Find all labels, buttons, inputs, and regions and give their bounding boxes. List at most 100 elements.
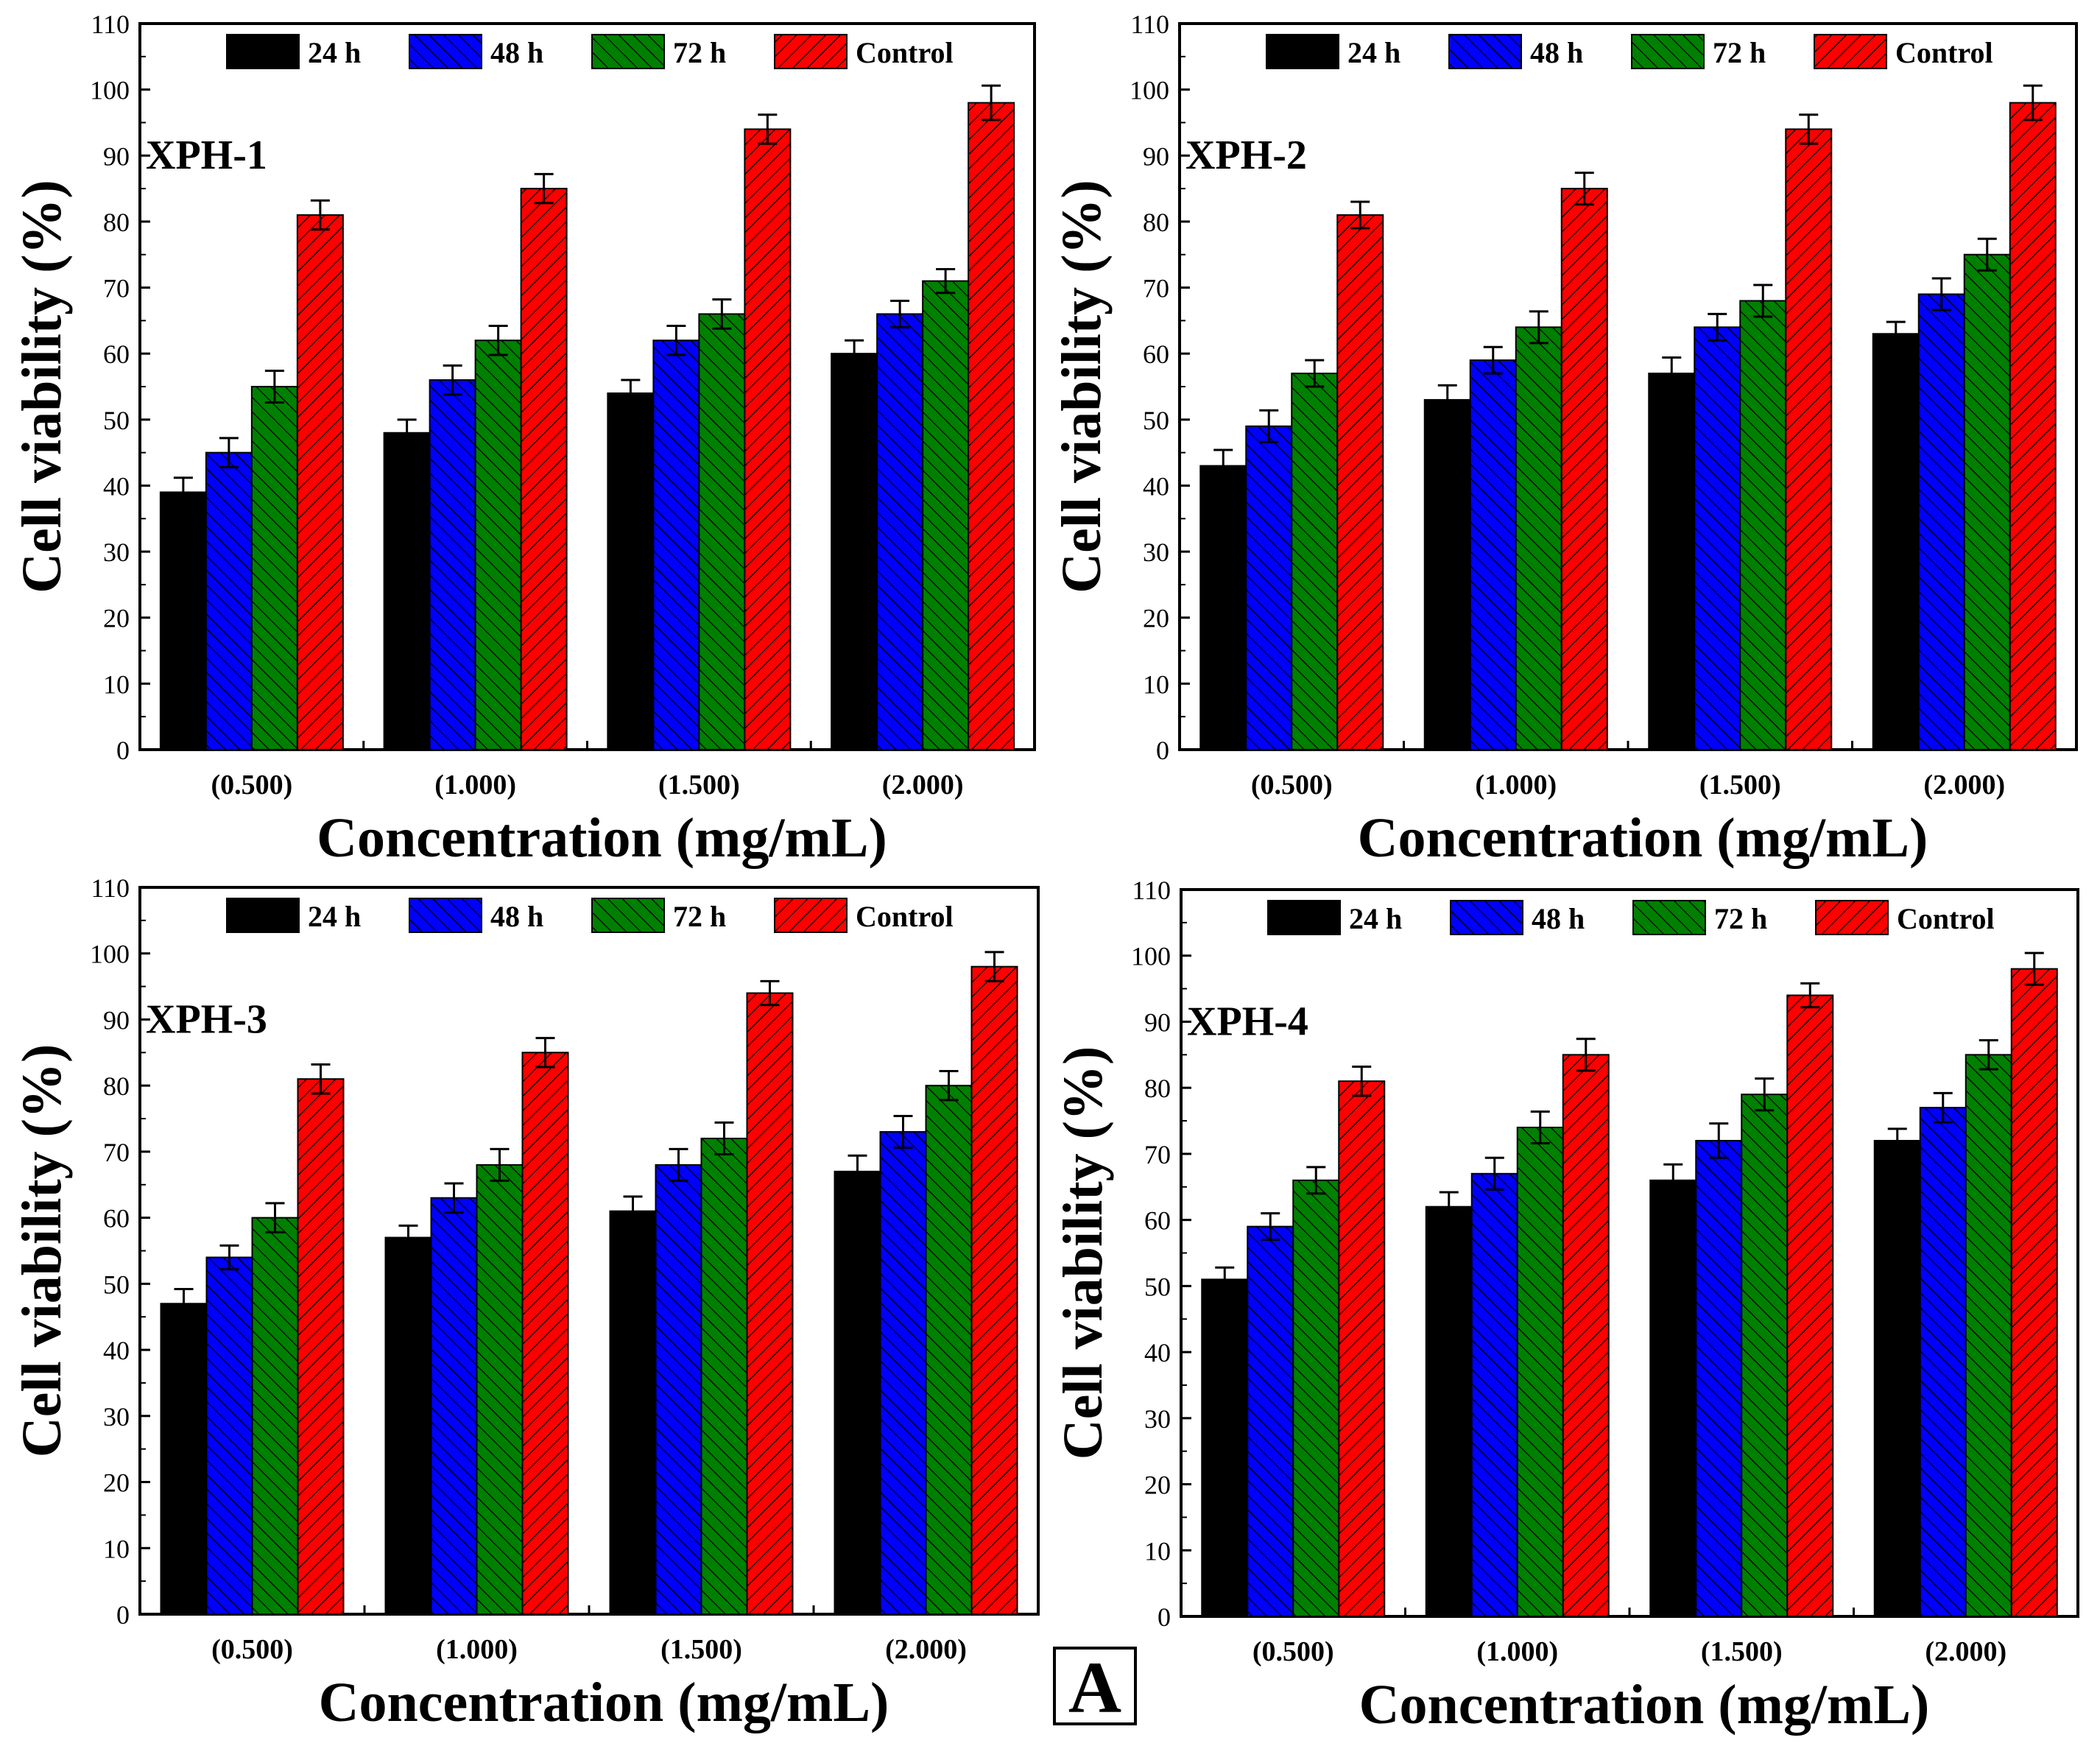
bar-control-2 xyxy=(744,128,792,751)
legend: 24 h 48 h 72 h Control xyxy=(226,34,954,69)
y-tick-label: 80 xyxy=(103,208,130,237)
y-tick-label: 50 xyxy=(103,1270,130,1299)
bar-24h-1 xyxy=(383,432,431,751)
chart-panel-3: 0 10 20 30 40 50 60 70 80 90 100 110 Cell viability … xyxy=(11,873,1040,1733)
bar-48h-0 xyxy=(205,451,253,750)
figure-label-text: A xyxy=(1068,1647,1121,1728)
legend-label: 72 h xyxy=(673,900,726,933)
bar-48h-1 xyxy=(1469,359,1517,750)
bar-72h-2 xyxy=(700,1137,748,1615)
x-tick-label: (1.500) xyxy=(658,770,740,800)
x-tick-label: (1.500) xyxy=(660,1634,742,1665)
bar-24h-2 xyxy=(1648,373,1696,750)
x-tick-label: (1.000) xyxy=(1476,1636,1558,1667)
bar-48h-3 xyxy=(1919,1107,1967,1617)
y-tick-label: 30 xyxy=(103,538,130,567)
bar-control-1 xyxy=(521,1052,569,1616)
y-tick-label: 20 xyxy=(103,1468,130,1498)
bar-control-2 xyxy=(1786,994,1834,1617)
y-axis-label: Cell viability (%) xyxy=(11,180,73,594)
x-tick-label: (2.000) xyxy=(1925,1636,2006,1667)
legend-swatch-control xyxy=(774,898,848,933)
bar-24h-0 xyxy=(1201,1278,1249,1617)
legend-label: 48 h xyxy=(490,36,543,69)
legend-swatch-48h xyxy=(409,34,482,69)
x-tick-label: (0.500) xyxy=(1251,770,1333,800)
x-tick-label: (2.000) xyxy=(885,1634,967,1665)
bar-24h-3 xyxy=(1872,333,1920,751)
bar-48h-2 xyxy=(655,1164,702,1615)
y-tick-label: 110 xyxy=(91,873,130,903)
bar-48h-0 xyxy=(1245,425,1293,750)
y-tick-label: 40 xyxy=(103,1336,130,1365)
y-tick-label: 60 xyxy=(1143,339,1169,369)
legend-swatch-control xyxy=(774,34,848,69)
bar-24h-1 xyxy=(1423,398,1471,750)
x-tick-label: (1.000) xyxy=(436,1634,518,1665)
y-tick-label: 30 xyxy=(1143,538,1169,567)
panel-label: XPH-3 xyxy=(146,996,267,1042)
x-tick-label: (1.500) xyxy=(1699,770,1781,800)
y-tick-label: 30 xyxy=(1144,1404,1171,1434)
bar-72h-2 xyxy=(1739,300,1787,750)
y-axis-label: Cell viability (%) xyxy=(11,1044,73,1458)
y-tick-label: 70 xyxy=(103,274,130,303)
legend-label: Control xyxy=(856,900,954,933)
legend-swatch-72h xyxy=(1632,900,1706,935)
y-tick-label: 10 xyxy=(103,1534,130,1563)
y-tick-label: 100 xyxy=(1131,942,1171,971)
legend-label: Control xyxy=(1897,902,1995,935)
bar-48h-2 xyxy=(1694,326,1741,750)
x-axis-label: Concentration (mg/mL) xyxy=(1359,1674,1930,1736)
x-tick-label: (1.000) xyxy=(434,770,516,800)
y-tick-label: 30 xyxy=(103,1402,130,1432)
legend-swatch-24h xyxy=(226,898,300,933)
legend-swatch-24h xyxy=(226,34,300,69)
legend-label: 24 h xyxy=(1347,36,1400,69)
bar-control-3 xyxy=(968,102,1015,750)
bar-48h-1 xyxy=(429,379,476,750)
bar-72h-0 xyxy=(251,1217,299,1615)
bar-control-1 xyxy=(1560,188,1608,751)
legend-label: 24 h xyxy=(308,36,361,69)
x-tick-label: (0.500) xyxy=(1252,1636,1334,1667)
bar-control-2 xyxy=(746,992,794,1615)
bar-24h-2 xyxy=(1649,1179,1697,1618)
bar-control-0 xyxy=(1338,1080,1386,1617)
y-tick-label: 70 xyxy=(1144,1140,1171,1169)
legend-label: 72 h xyxy=(1713,36,1766,69)
legend: 24 h 48 h 72 h Control xyxy=(1266,34,1993,69)
x-tick-label: (1.000) xyxy=(1475,770,1557,800)
y-tick-label: 70 xyxy=(1143,274,1169,303)
y-tick-label: 10 xyxy=(103,669,130,699)
bar-48h-2 xyxy=(652,339,700,751)
x-tick-label: (1.500) xyxy=(1701,1636,1783,1667)
x-tick-label: (0.500) xyxy=(211,770,292,800)
y-tick-label: 0 xyxy=(1158,1602,1171,1632)
chart-panel-4: 0 10 20 30 40 50 60 70 80 90 100 110 Cell viability … xyxy=(1052,876,2079,1736)
bar-48h-2 xyxy=(1695,1139,1743,1617)
bar-48h-3 xyxy=(876,313,924,750)
bar-72h-1 xyxy=(474,339,522,751)
y-tick-label: 110 xyxy=(1132,876,1171,905)
y-tick-label: 90 xyxy=(103,141,130,171)
x-axis-label: Concentration (mg/mL) xyxy=(319,1672,889,1733)
y-tick-label: 100 xyxy=(1130,76,1169,105)
bar-72h-2 xyxy=(698,313,746,750)
bar-72h-3 xyxy=(922,280,970,750)
y-axis-label: Cell viability (%) xyxy=(1051,180,1113,594)
y-tick-label: 10 xyxy=(1143,669,1169,699)
y-tick-label: 20 xyxy=(1144,1471,1171,1500)
bar-72h-0 xyxy=(1291,373,1339,750)
bar-control-0 xyxy=(296,214,344,751)
x-tick-label: (0.500) xyxy=(211,1634,293,1665)
bar-control-1 xyxy=(1562,1054,1610,1618)
legend-swatch-72h xyxy=(1631,34,1705,69)
bar-control-1 xyxy=(520,188,568,751)
bar-24h-3 xyxy=(1873,1139,1921,1617)
bar-48h-3 xyxy=(879,1130,927,1616)
y-tick-label: 100 xyxy=(90,76,130,105)
bar-24h-1 xyxy=(1425,1205,1473,1617)
bar-48h-0 xyxy=(205,1256,253,1616)
